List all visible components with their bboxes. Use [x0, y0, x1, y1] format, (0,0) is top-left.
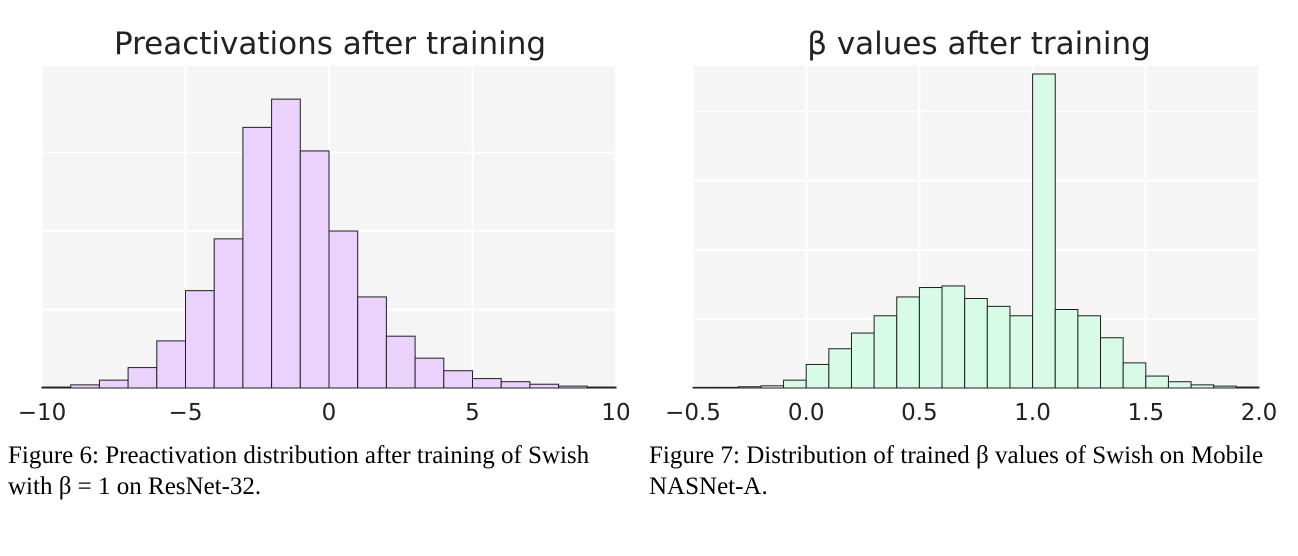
histogram-bar	[586, 386, 617, 389]
histogram-bar	[1167, 381, 1192, 389]
chart-title: β values after training	[807, 26, 1151, 62]
histogram-bar	[737, 386, 762, 389]
x-tick-label: −0.5	[665, 400, 721, 426]
histogram-bar	[500, 381, 531, 389]
x-tick-label: −5	[169, 400, 203, 426]
x-tick-labels: −10 −5 0 5 10	[18, 400, 631, 426]
histogram-bar	[1213, 385, 1237, 389]
histogram-bar	[1235, 386, 1260, 389]
histogram-bar	[185, 290, 215, 389]
histogram-bar	[558, 385, 588, 389]
histogram-bar	[873, 315, 898, 389]
histogram-bar	[156, 340, 187, 389]
figure-caption: Figure 6: Preactivation distribution aft…	[8, 442, 590, 500]
histogram-bar	[715, 386, 739, 389]
beta-values-histogram: β values after training −0.5 0.0 0.5 1.0 1.5…	[665, 26, 1277, 426]
x-tick-label: 1.5	[1128, 400, 1165, 426]
histogram-bar	[1122, 362, 1147, 389]
histogram-bar	[850, 332, 875, 389]
histogram-bar	[783, 379, 807, 389]
x-tick-label: −10	[18, 400, 67, 426]
histogram-bar	[41, 386, 72, 389]
figure-caption: Figure 7: Distribution of trained β valu…	[649, 442, 1264, 500]
x-tick-label: 0.5	[901, 400, 938, 426]
histogram-bar	[357, 296, 387, 389]
x-tick-labels: −0.5 0.0 0.5 1.0 1.5 2.0	[665, 400, 1277, 426]
histogram-bar	[385, 335, 416, 389]
x-tick-label: 1.0	[1014, 400, 1051, 426]
histogram-bar	[1100, 337, 1124, 389]
histogram-bar	[805, 363, 830, 389]
histogram-bar	[692, 386, 717, 389]
histogram-bar	[299, 150, 330, 389]
figure-7: β values after training −0.5 0.0 0.5 1.0 1.5…	[649, 0, 1298, 500]
histogram-bar	[1190, 384, 1215, 389]
histogram-bar	[941, 285, 966, 389]
histogram-bar	[1032, 73, 1056, 389]
histogram-bar	[896, 296, 920, 389]
histogram-bar	[760, 385, 785, 389]
x-tick-label: 5	[465, 400, 480, 426]
histogram-bar	[1054, 309, 1079, 389]
histogram-bar	[127, 367, 158, 389]
histogram-bars	[41, 98, 617, 389]
histogram-bar	[1145, 375, 1169, 389]
histogram-bar	[98, 379, 129, 389]
histogram-bar	[1077, 315, 1102, 389]
x-tick-label: 0	[322, 400, 337, 426]
histogram-bar	[271, 98, 301, 389]
histogram-bar	[529, 383, 560, 389]
histogram-bar	[986, 305, 1011, 389]
x-tick-label: 0.0	[788, 400, 825, 426]
histogram-bar	[70, 384, 100, 389]
histogram-bar	[213, 238, 244, 389]
histogram-bar	[328, 230, 359, 389]
histogram-bar	[828, 348, 852, 389]
x-tick-label: 2.0	[1241, 400, 1278, 426]
histogram-bar	[443, 370, 473, 389]
histogram-bar	[964, 298, 988, 389]
chart-title: Preactivations after training	[114, 26, 546, 62]
figure-6: Preactivations after training −10 −5 0 5 10 …	[0, 0, 649, 500]
x-tick-label: 10	[601, 400, 630, 426]
preactivation-histogram: Preactivations after training −10 −5 0 5 10	[18, 26, 631, 426]
histogram-bar	[1009, 315, 1034, 389]
histogram-bar	[472, 378, 502, 389]
histogram-bar	[242, 126, 273, 389]
histogram-bars	[692, 73, 1260, 389]
histogram-bar	[414, 357, 445, 389]
histogram-bar	[918, 287, 943, 389]
